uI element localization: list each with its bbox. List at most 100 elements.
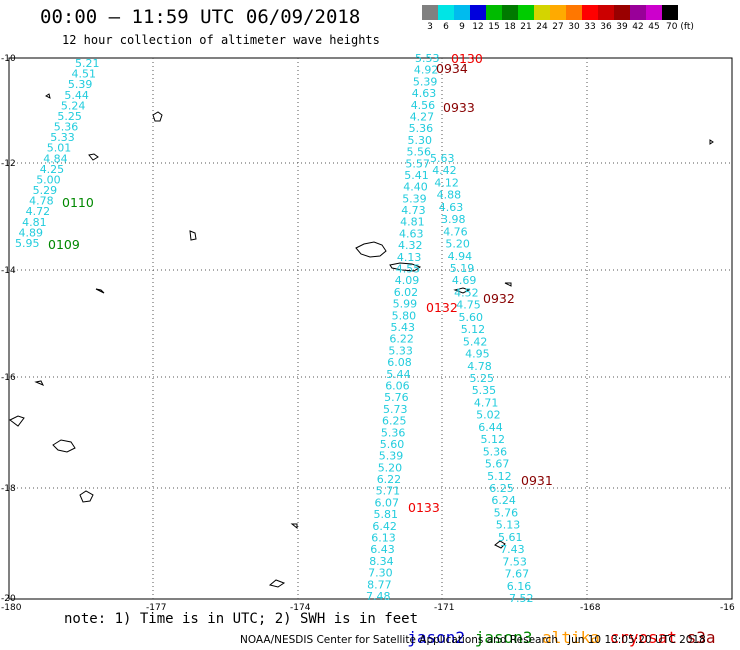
swh-value: 4.84 bbox=[43, 152, 67, 165]
swh-value: 5.76 bbox=[494, 506, 518, 519]
swh-value: 5.42 bbox=[463, 335, 488, 348]
scale-swatch bbox=[454, 5, 470, 20]
scale-swatch bbox=[630, 5, 646, 20]
lat-label: -16 bbox=[1, 373, 16, 383]
swh-value: 4.92 bbox=[414, 64, 439, 77]
swh-value: 4.52 bbox=[454, 286, 479, 299]
pass-times: 0110 0109 0130 0132 0133 0934 0933 0932 … bbox=[48, 51, 553, 515]
lat-label: -10 bbox=[1, 54, 16, 64]
lon-label: -171 bbox=[434, 603, 454, 613]
swh-value: 5.19 bbox=[450, 262, 475, 275]
scale-swatch bbox=[662, 5, 678, 20]
swh-value: 5.39 bbox=[402, 192, 427, 205]
swh-value: 4.94 bbox=[448, 250, 473, 263]
swh-value: 5.20 bbox=[378, 461, 403, 474]
swh-value: 4.63 bbox=[439, 201, 464, 214]
scale-swatch bbox=[422, 5, 438, 20]
color-scale bbox=[422, 5, 678, 20]
island bbox=[79, 490, 94, 503]
swh-value: 5.02 bbox=[476, 409, 501, 422]
swh-value: 7.43 bbox=[500, 543, 525, 556]
swh-value: 4.71 bbox=[474, 396, 499, 409]
swh-observations: 5.214.515.395.445.245.255.365.335.014.84… bbox=[15, 52, 534, 605]
swh-value: 6.22 bbox=[389, 333, 414, 346]
swh-value: 5.21 bbox=[75, 57, 100, 70]
swh-value: 4.27 bbox=[410, 111, 435, 124]
pass-time: 0933 bbox=[443, 100, 475, 115]
scale-label: 9 bbox=[459, 22, 465, 32]
pass-time: 0931 bbox=[521, 473, 553, 488]
swh-value: 4.81 bbox=[22, 216, 46, 229]
swh-value: 5.43 bbox=[391, 321, 416, 334]
scale-swatch bbox=[438, 5, 454, 20]
swh-value: 6.25 bbox=[489, 482, 514, 495]
island bbox=[45, 93, 51, 99]
swh-value: 4.13 bbox=[397, 251, 422, 264]
swh-value: 5.95 bbox=[15, 237, 40, 250]
scale-label: 27 bbox=[552, 22, 564, 32]
swh-value: 4.42 bbox=[432, 164, 457, 177]
footer-credit: NOAA/NESDIS Center for Satellite Applica… bbox=[240, 634, 706, 646]
swh-value: 5.01 bbox=[47, 142, 72, 155]
pass-time: 0932 bbox=[483, 291, 515, 306]
swh-value: 4.95 bbox=[465, 348, 490, 361]
swh-value: 6.25 bbox=[382, 415, 407, 428]
pass-time: 0109 bbox=[48, 237, 80, 252]
island-tutuila bbox=[453, 287, 471, 294]
swh-value: 5.57 bbox=[405, 157, 430, 170]
chart-subtitle: 12 hour collection of altimeter wave hei… bbox=[62, 33, 380, 47]
swh-value: 3.98 bbox=[441, 213, 466, 226]
note-text: note: 1) Time is in UTC; 2) SWH is in fe… bbox=[64, 611, 419, 627]
swh-value: 6.06 bbox=[385, 380, 410, 393]
swh-value: 4.73 bbox=[401, 204, 426, 217]
swh-value: 7.30 bbox=[368, 567, 393, 580]
swh-value: 6.22 bbox=[377, 473, 402, 486]
swh-value: 4.56 bbox=[411, 99, 436, 112]
swh-value: 5.36 bbox=[381, 426, 406, 439]
swh-value: 5.71 bbox=[376, 485, 401, 498]
scale-swatch bbox=[566, 5, 582, 20]
island bbox=[95, 288, 105, 294]
island bbox=[52, 439, 76, 453]
swh-value: 6.07 bbox=[375, 496, 400, 509]
lat-label: -18 bbox=[1, 484, 16, 494]
swh-value: 5.73 bbox=[383, 403, 408, 416]
swh-value: 4.51 bbox=[72, 68, 97, 81]
scale-label: 24 bbox=[536, 22, 548, 32]
axis-labels: -180 -177 -174 -171 -168 -16 -10 -12 -14… bbox=[1, 54, 735, 613]
island bbox=[504, 282, 512, 287]
island-upolu bbox=[389, 262, 422, 272]
lon-label: -177 bbox=[146, 603, 166, 613]
scale-label: 12 bbox=[472, 22, 484, 32]
swh-value: 5.20 bbox=[445, 238, 470, 251]
scale-swatch bbox=[582, 5, 598, 20]
swh-value: 6.43 bbox=[370, 543, 395, 556]
scale-label: 21 bbox=[520, 22, 532, 32]
island bbox=[709, 139, 714, 145]
island bbox=[189, 230, 197, 241]
island bbox=[34, 380, 45, 386]
swh-value: 5.39 bbox=[379, 450, 404, 463]
swh-value: 4.89 bbox=[19, 226, 44, 239]
swh-value: 5.44 bbox=[386, 368, 411, 381]
swh-value: 4.32 bbox=[398, 239, 423, 252]
chart-title: 00:00 – 11:59 UTC 06/09/2018 bbox=[40, 6, 361, 28]
swh-value: 7.52 bbox=[509, 592, 534, 605]
scale-label: 36 bbox=[600, 22, 612, 32]
swh-value: 6.44 bbox=[478, 421, 503, 434]
pass-time: 0110 bbox=[62, 195, 94, 210]
island bbox=[290, 523, 298, 530]
scale-swatch bbox=[598, 5, 614, 20]
swh-value: 5.29 bbox=[33, 184, 58, 197]
swh-value: 6.42 bbox=[372, 520, 397, 533]
pass-time: 0133 bbox=[408, 500, 440, 515]
swh-value: 5.60 bbox=[380, 438, 405, 451]
scale-swatch bbox=[534, 5, 550, 20]
swh-value: 4.55 bbox=[396, 263, 421, 276]
scale-swatch bbox=[470, 5, 486, 20]
swh-value: 5.13 bbox=[496, 519, 521, 532]
swh-value: 5.12 bbox=[481, 433, 506, 446]
swh-value: 4.81 bbox=[400, 216, 425, 229]
swh-value: 4.75 bbox=[456, 299, 481, 312]
swh-value: 4.12 bbox=[434, 176, 459, 189]
